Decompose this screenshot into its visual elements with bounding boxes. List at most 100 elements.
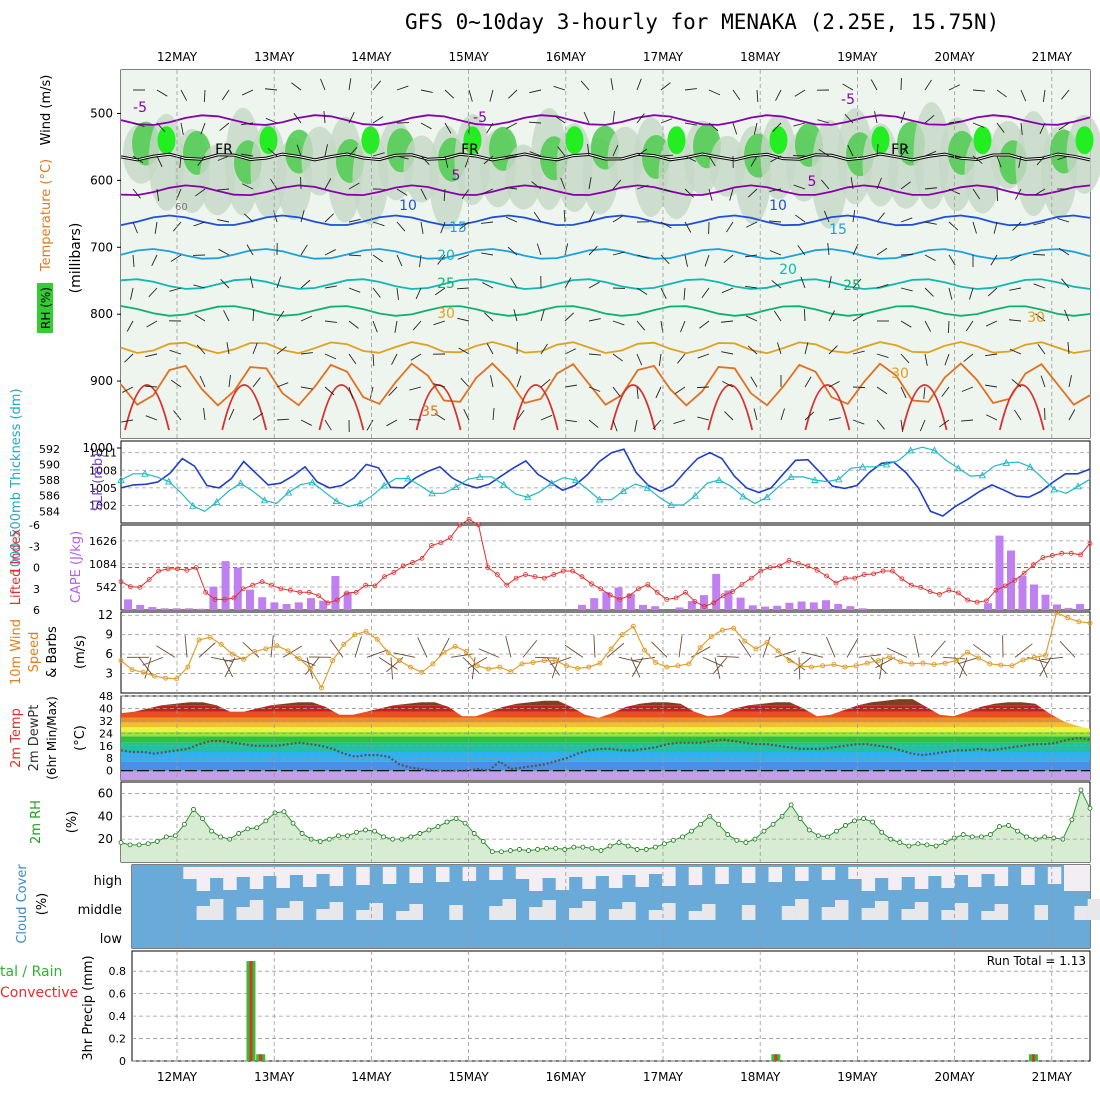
wind-barb	[745, 254, 758, 258]
wind-barb	[226, 342, 230, 355]
wind-barb	[434, 287, 446, 296]
wind-speed-marker	[797, 663, 803, 669]
wind-speed-marker	[241, 656, 247, 662]
rh-area	[121, 790, 1090, 862]
isotherm-label: 30	[437, 306, 455, 322]
wind-speed-marker	[564, 663, 570, 669]
lifted-index-marker	[400, 563, 406, 569]
wind-barb-10m	[222, 657, 234, 678]
wind-barb	[972, 89, 985, 92]
date-label-top: 13MAY	[254, 50, 295, 64]
isotherm-label: 15	[829, 222, 847, 238]
wind-speed-marker	[664, 664, 670, 670]
cape-bar	[1018, 576, 1027, 610]
wind-barb	[132, 188, 141, 199]
cloud-high-gap	[529, 867, 543, 891]
rh-shading-saturated	[769, 126, 788, 155]
cloud-middle-gap	[276, 908, 290, 920]
rh-marker	[535, 847, 540, 852]
lifted-index-marker	[541, 575, 547, 581]
rh-marker	[1015, 828, 1020, 834]
wind-barb	[217, 219, 230, 223]
wind-barb	[726, 221, 734, 233]
wind-barb	[634, 419, 638, 432]
cape-bar	[578, 604, 586, 610]
wind-barb	[300, 279, 311, 289]
cloud-high-gap	[555, 867, 570, 890]
wind-barb	[252, 342, 258, 355]
rh-marker	[118, 840, 124, 845]
wind-barb	[492, 408, 495, 421]
wind-speed-marker	[552, 658, 558, 664]
wind-barb	[729, 188, 734, 201]
wind-axis-label-3: & Barbs	[45, 626, 60, 678]
wind-barb	[386, 419, 398, 427]
date-label-top: 14MAY	[351, 50, 392, 64]
rh-marker	[517, 847, 522, 852]
wind-barb	[156, 122, 166, 133]
rh-marker	[417, 831, 423, 836]
lifted-index-marker	[410, 560, 416, 565]
lifted-index-marker	[645, 582, 651, 587]
wind-barb	[684, 254, 688, 267]
wind-barb	[324, 419, 332, 431]
wind-barb	[482, 282, 494, 289]
rh-axis-label: RH (%)	[39, 287, 53, 329]
wind-speed-marker	[641, 647, 647, 653]
wind-barb	[457, 317, 470, 322]
rh-marker	[897, 840, 903, 845]
isotherm-label: 20	[437, 248, 455, 264]
isotherm-label: 5	[808, 174, 817, 190]
wind-barb	[876, 212, 885, 223]
wind-barb-10m	[564, 644, 584, 658]
pressure-tick: 900	[90, 374, 113, 388]
rh-tick: 20	[98, 832, 113, 846]
rh-marker	[480, 839, 486, 844]
wind-barb	[746, 221, 758, 228]
wind-barb	[924, 353, 928, 366]
li-tick: 6	[33, 604, 40, 617]
wind-speed-marker	[619, 632, 625, 638]
wind-barb-10m	[712, 657, 728, 675]
wind-barb	[747, 345, 758, 355]
wind-speed-marker	[374, 636, 380, 642]
wind-speed-marker	[229, 651, 235, 657]
thickness-marker	[476, 472, 484, 480]
lifted-index-marker	[927, 589, 933, 594]
date-label-top: 18MAY	[740, 50, 781, 64]
wind-barb	[828, 345, 838, 355]
wind-speed-marker	[174, 676, 180, 682]
slp-line	[120, 448, 1091, 517]
cloud-middle-gap	[396, 911, 410, 920]
wind-barb-10m	[505, 635, 512, 658]
cloud-middle-gap	[608, 909, 623, 920]
wind-speed-marker	[218, 641, 224, 647]
lifted-index-marker	[748, 575, 754, 581]
wind-barb-10m	[825, 636, 836, 658]
cloud-middle-gap	[941, 910, 955, 920]
wind-barb-10m	[942, 656, 965, 660]
rh-marker	[245, 826, 251, 832]
wind-barb-10m	[858, 654, 881, 658]
cloud-middle-gap	[914, 902, 929, 920]
wind-speed-marker	[953, 658, 959, 664]
date-label-top: 21MAY	[1032, 50, 1073, 64]
wind-barb	[803, 308, 806, 322]
wind-barb	[388, 386, 398, 396]
isotherm-label: 5	[452, 168, 461, 184]
wind-speed-marker	[497, 664, 503, 670]
rh-marker	[498, 849, 504, 855]
wind-barb-10m	[210, 656, 233, 662]
rh-shading-saturated	[667, 126, 686, 155]
isotherm-line	[120, 278, 1091, 290]
wind-barb	[876, 144, 879, 157]
temp-color-band	[121, 752, 1090, 762]
isotherm-label: 25	[843, 278, 861, 294]
rh-marker	[372, 828, 377, 834]
wind-barb	[852, 350, 865, 355]
cape-bar	[221, 561, 230, 610]
wind-speed-marker	[586, 664, 592, 670]
cloud-middle-gap	[356, 910, 370, 920]
precip-legend-convective: Convective	[0, 985, 78, 1001]
wind-barb	[923, 386, 926, 399]
